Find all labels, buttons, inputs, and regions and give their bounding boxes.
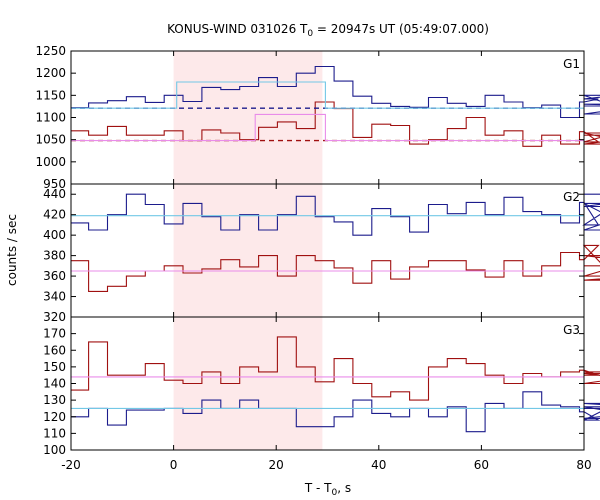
y-axis-label: counts / sec	[5, 214, 19, 286]
y-tick-label: 150	[43, 360, 66, 374]
y-tick-label: 130	[43, 393, 66, 407]
panel-label: G2	[563, 190, 580, 204]
y-tick-label: 1250	[35, 44, 66, 58]
y-tick-label: 1100	[35, 111, 66, 125]
y-tick-label: 360	[43, 269, 66, 283]
series-red	[71, 336, 600, 401]
y-tick-label: 1200	[35, 66, 66, 80]
y-tick-label: 400	[43, 228, 66, 242]
y-tick-label: 320	[43, 310, 66, 324]
fit-cyan	[71, 81, 584, 109]
y-tick-label: 950	[43, 177, 66, 191]
chart-title: KONUS-WIND 031026 T0 = 20947s UT (05:49:…	[167, 22, 489, 39]
y-tick-label: 100	[43, 443, 66, 457]
series-red	[71, 244, 600, 292]
y-tick-label: 120	[43, 410, 66, 424]
panel-label: G1	[563, 57, 580, 71]
fit-pink	[71, 113, 584, 142]
xlabel-subscript: 0	[332, 488, 338, 498]
x-tick-label: 20	[269, 458, 284, 472]
xlabel-main: T - T	[304, 481, 332, 495]
panel-label: G3	[563, 323, 580, 337]
x-tick-label: -20	[61, 458, 81, 472]
y-tick-label: 1050	[35, 133, 66, 147]
xlabel-rest: , s	[337, 481, 351, 495]
series-red	[71, 101, 600, 147]
y-tick-label: 170	[43, 327, 66, 341]
x-tick-label: 40	[371, 458, 386, 472]
series-blue	[71, 391, 600, 433]
y-tick-label: 380	[43, 249, 66, 263]
title-rest: = 20947s UT (05:49:07.000)	[313, 22, 489, 36]
y-tick-label: 340	[43, 290, 66, 304]
x-tick-label: 0	[170, 458, 178, 472]
plot-area: 950100010501100115012001250G132034036038…	[35, 44, 600, 472]
panel-g2: 320 340 360 380 400 420 440 G2	[43, 183, 600, 324]
series-blue	[71, 65, 600, 119]
series-blue	[71, 193, 600, 236]
shaded-interval	[173, 51, 323, 450]
x-tick-label: 60	[474, 458, 489, 472]
y-tick-label: 420	[43, 208, 66, 222]
panel-g1: 950 1000 1050 1100 1150 1200 1250 G1	[35, 44, 600, 191]
y-tick-label: 160	[43, 343, 66, 357]
title-main: KONUS-WIND 031026 T	[167, 22, 308, 36]
x-axis-label: T - T0, s	[304, 481, 351, 498]
y-tick-label: 110	[43, 426, 66, 440]
x-tick-label: 80	[576, 458, 591, 472]
title-subscript: 0	[307, 29, 313, 39]
y-tick-label: 1000	[35, 155, 66, 169]
y-tick-label: 1150	[35, 88, 66, 102]
y-tick-label: 140	[43, 377, 66, 391]
panel-g3: 100 110 120 130 140 150 160 170 G3	[43, 316, 600, 457]
y-tick-label: 440	[43, 187, 66, 201]
panel-frame	[70, 50, 585, 185]
